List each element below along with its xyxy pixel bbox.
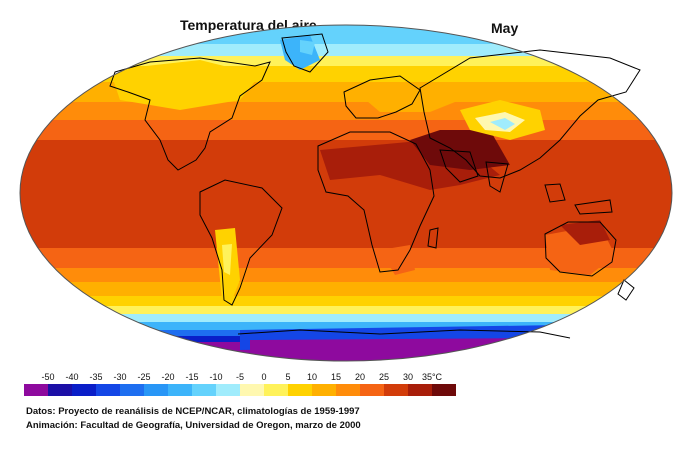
legend-label: 20 [355,372,365,382]
temperature-bands [20,25,672,361]
legend-swatch [384,384,408,396]
legend-swatch [168,384,192,396]
legend-label: 0 [261,372,266,382]
legend-label: 30 [403,372,413,382]
legend-swatch [312,384,336,396]
legend-label: 25 [379,372,389,382]
legend-label: -15 [185,372,198,382]
legend-label: -10 [209,372,222,382]
legend-label: 5 [285,372,290,382]
legend-swatches [24,384,456,396]
legend-label: -20 [161,372,174,382]
legend-swatch [360,384,384,396]
coastlines [109,33,641,339]
legend-swatch [192,384,216,396]
legend-swatch [96,384,120,396]
data-source-credit: Datos: Proyecto de reanálisis de NCEP/NC… [26,406,360,417]
legend-swatch [264,384,288,396]
globe-outline [19,24,673,362]
legend-label: -30 [113,372,126,382]
legend-swatch [240,384,264,396]
legend-swatch [288,384,312,396]
legend-label: 15 [331,372,341,382]
legend-swatch [72,384,96,396]
month-label: May [491,20,519,36]
legend-labels: -50 -40 -35 -30 -25 -20 -15 -10 -5 0 5 10 15 20 25 30 35… [41,372,442,382]
legend-swatch [432,384,456,396]
legend-swatch [408,384,432,396]
legend-label: -50 [41,372,54,382]
legend-label: -40 [65,372,78,382]
legend-swatch [120,384,144,396]
legend-label: 10 [307,372,317,382]
legend-swatch [336,384,360,396]
legend-swatch [144,384,168,396]
legend-label: -35 [89,372,102,382]
legend-swatch [216,384,240,396]
legend-label: -5 [236,372,244,382]
legend-label: -25 [137,372,150,382]
legend-swatch [24,384,48,396]
legend-label: 35°C [422,372,443,382]
legend-swatch [48,384,72,396]
animation-credit: Animación: Facultad de Geografía, Univer… [26,420,361,431]
